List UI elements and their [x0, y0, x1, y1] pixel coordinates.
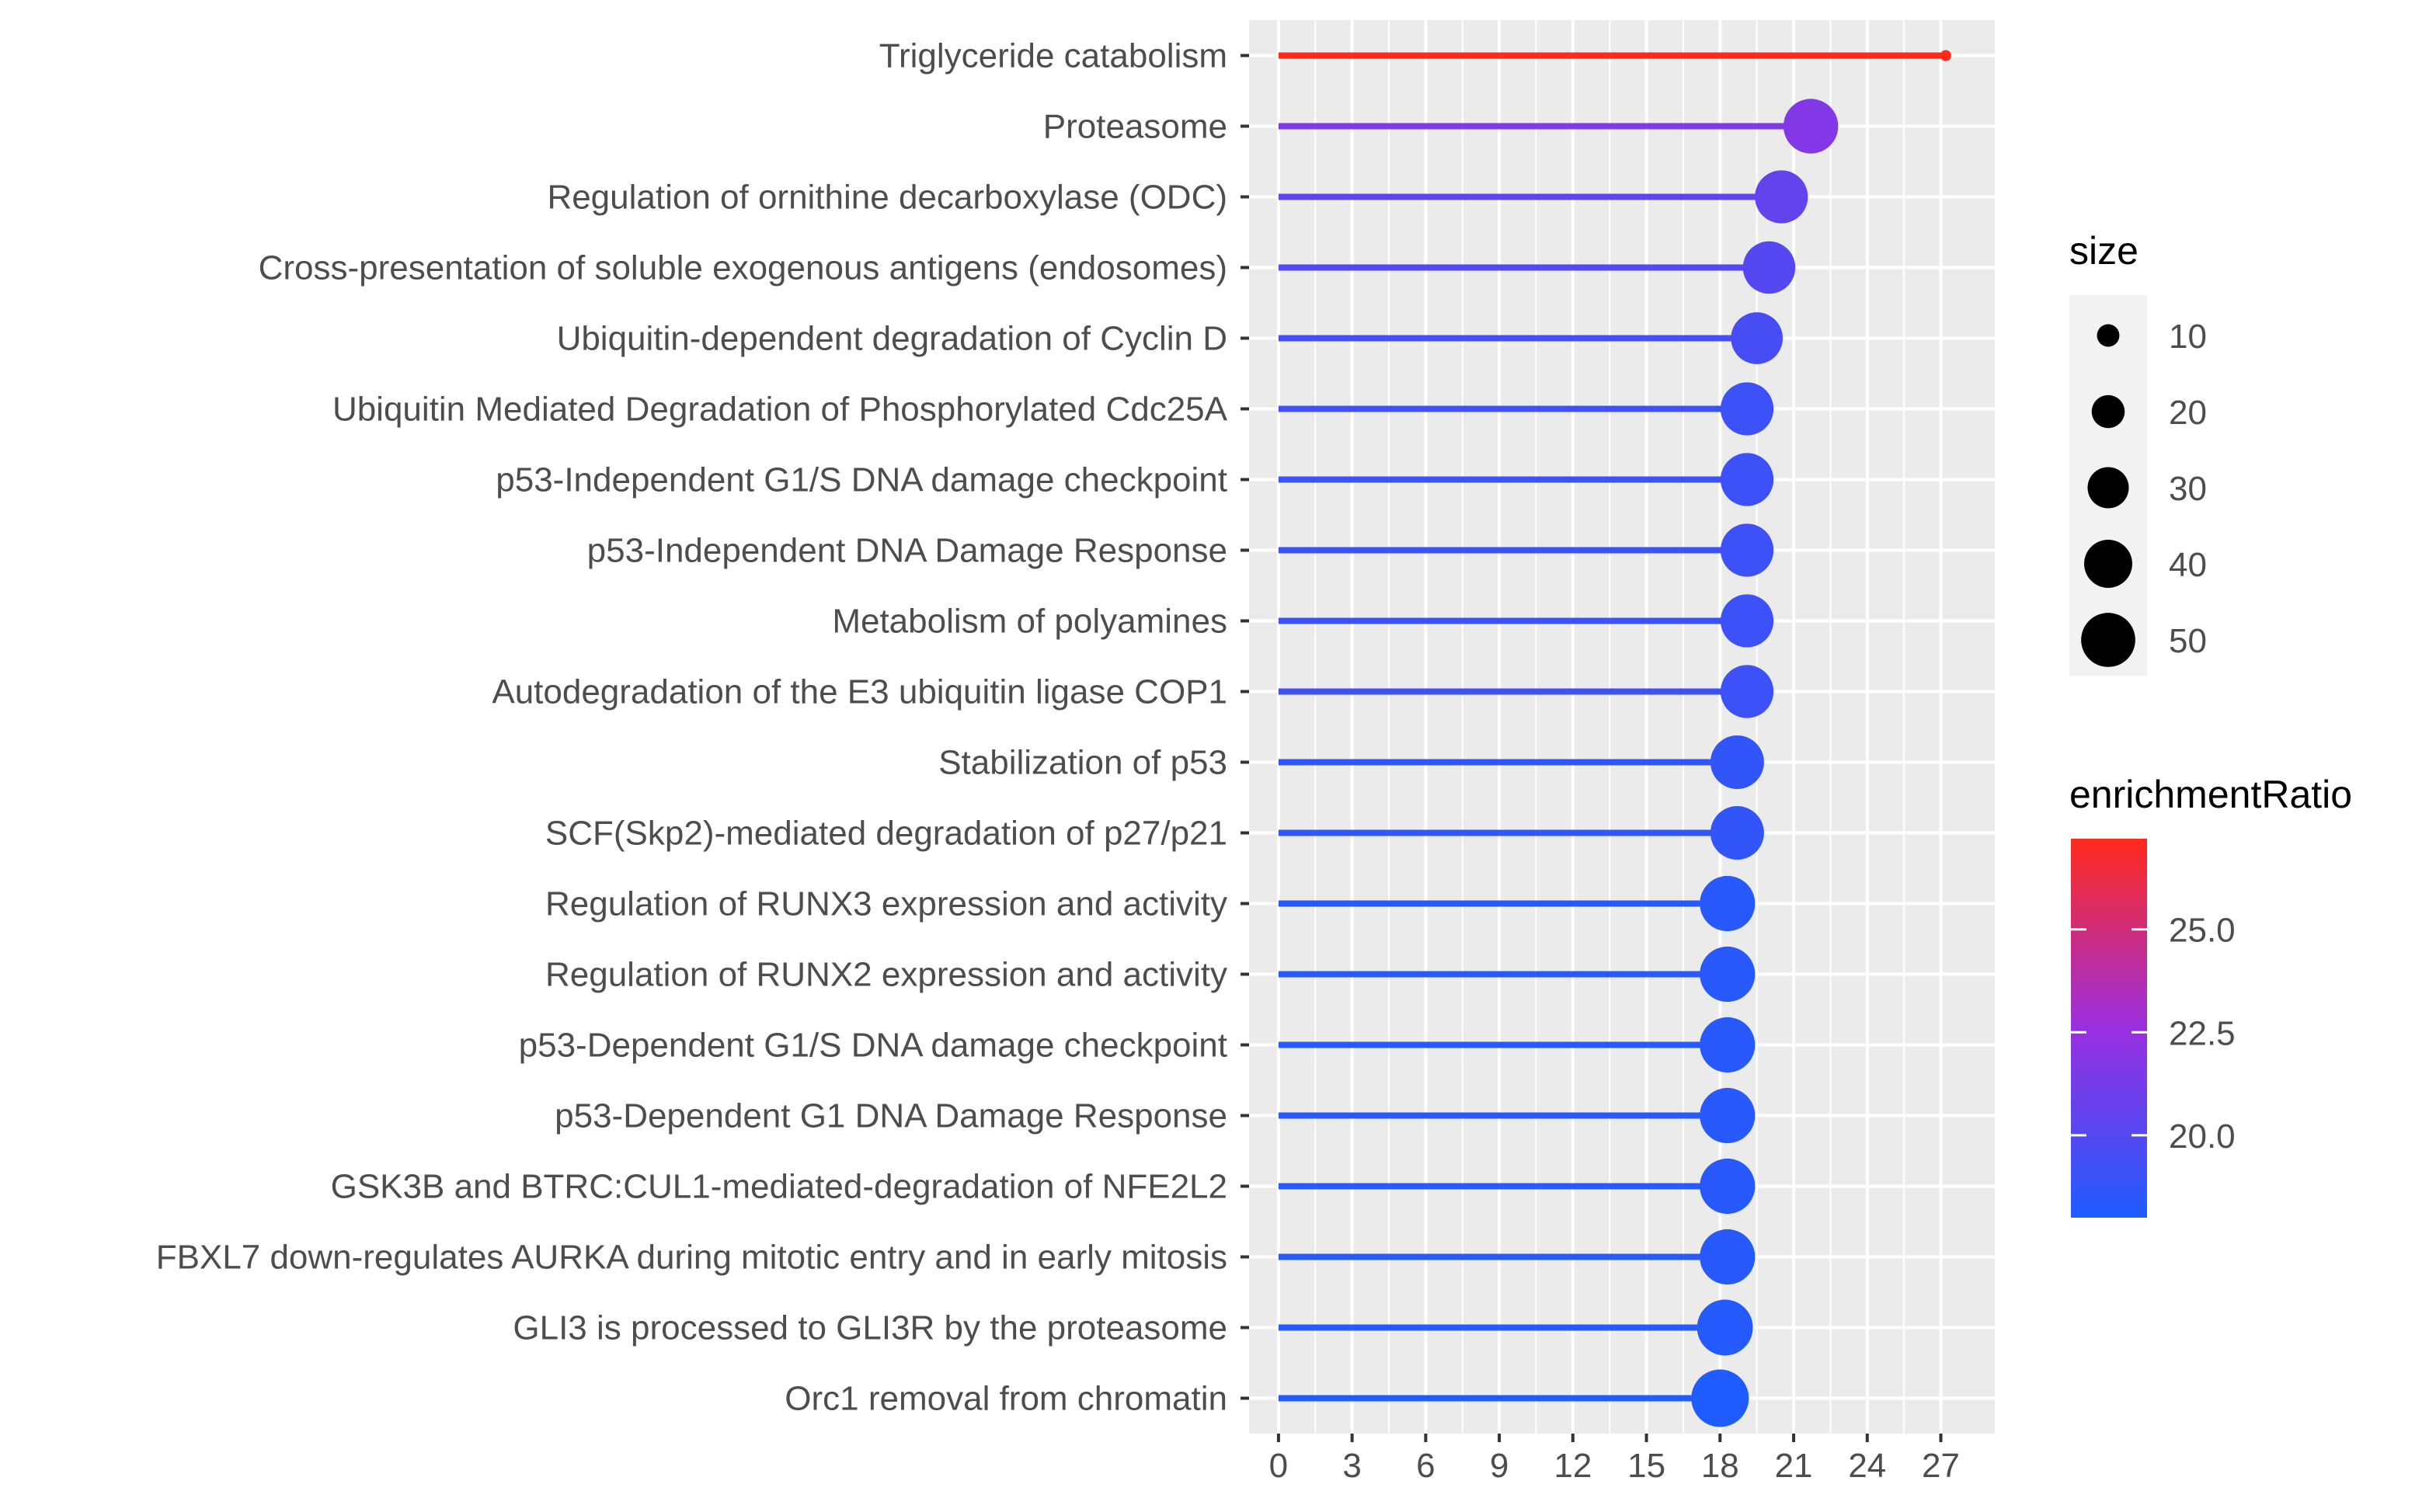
- x-tick-label: 6: [1416, 1447, 1435, 1485]
- x-tick-label: 15: [1627, 1447, 1665, 1485]
- color-legend-label: 25.0: [2169, 912, 2236, 950]
- size-legend-label: 40: [2169, 546, 2207, 584]
- size-legend-label: 10: [2169, 318, 2207, 356]
- y-tick-label: Proteasome: [1043, 108, 1227, 146]
- lollipop-point: [1700, 875, 1756, 932]
- lollipop-point: [1696, 1299, 1753, 1356]
- y-tick-label: p53-Dependent G1/S DNA damage checkpoint: [519, 1027, 1227, 1065]
- lollipop-point: [1720, 665, 1774, 718]
- y-tick-label: Regulation of RUNX2 expression and activ…: [545, 956, 1227, 994]
- size-legend-key: [2081, 613, 2135, 667]
- y-tick-label: Triglyceride catabolism: [879, 37, 1227, 75]
- size-legend: size 10 20 30 40 50: [2069, 229, 2207, 676]
- color-legend-label: 22.5: [2169, 1014, 2236, 1052]
- size-legend-label: 20: [2169, 394, 2207, 432]
- lollipop-point: [1691, 1369, 1749, 1427]
- size-legend-label: 30: [2169, 470, 2207, 508]
- y-tick-label: p53-Independent DNA Damage Response: [587, 532, 1227, 570]
- y-tick-label: Ubiquitin Mediated Degradation of Phosph…: [332, 391, 1228, 429]
- lollipop-point: [1700, 946, 1756, 1003]
- x-tick-label: 0: [1269, 1447, 1288, 1485]
- lollipop-point: [1710, 735, 1764, 789]
- size-legend-key: [2084, 540, 2132, 588]
- color-legend: enrichmentRatio 25.0 22.5 20.0: [2069, 773, 2352, 1218]
- y-tick-label: p53-Dependent G1 DNA Damage Response: [555, 1097, 1227, 1135]
- lollipop-point: [1755, 170, 1808, 224]
- plot-panel: [1249, 20, 1995, 1434]
- y-tick-label: SCF(Skp2)-mediated degradation of p27/p2…: [545, 815, 1227, 853]
- y-tick-label: Metabolism of polyamines: [832, 603, 1227, 641]
- x-tick-label: 24: [1848, 1447, 1886, 1485]
- x-tick-label: 27: [1922, 1447, 1960, 1485]
- y-axis: Triglyceride catabolism Proteasome Regulat…: [156, 37, 1249, 1418]
- y-tick-label: GSK3B and BTRC:CUL1-mediated-degradation…: [331, 1168, 1227, 1206]
- lollipop-point: [1731, 312, 1784, 364]
- x-tick-label: 18: [1701, 1447, 1739, 1485]
- y-tick-label: Stabilization of p53: [938, 744, 1227, 782]
- y-tick-label: FBXL7 down-regulates AURKA during mitoti…: [156, 1239, 1227, 1277]
- lollipop-point: [1700, 1087, 1756, 1144]
- color-bar: [2071, 839, 2147, 1218]
- y-tick-label: Ubiquitin-dependent degradation of Cycli…: [557, 320, 1227, 358]
- lollipop-point: [1710, 806, 1764, 860]
- size-legend-key: [2087, 467, 2129, 509]
- lollipop-stems: [1278, 52, 1946, 1402]
- color-legend-title: enrichmentRatio: [2069, 773, 2352, 816]
- size-legend-label: 50: [2169, 622, 2207, 660]
- lollipop-point: [1700, 1229, 1756, 1285]
- size-legend-key: [2091, 395, 2125, 429]
- lollipop-point: [1720, 453, 1774, 506]
- color-legend-label: 20.0: [2169, 1117, 2236, 1156]
- x-axis: 0 3 6 9 12 15 18 21 24 27: [1269, 1434, 1960, 1485]
- lollipop-point: [1720, 523, 1774, 577]
- x-tick-label: 3: [1342, 1447, 1361, 1485]
- lollipop-points: [1691, 50, 1951, 1427]
- y-tick-label: p53-Independent G1/S DNA damage checkpoi…: [496, 461, 1227, 499]
- y-tick-label: Regulation of RUNX3 expression and activ…: [545, 885, 1227, 923]
- lollipop-point: [1700, 1017, 1756, 1073]
- lollipop-point: [1783, 99, 1839, 154]
- size-legend-key: [2097, 324, 2120, 347]
- y-tick-label: Autodegradation of the E3 ubiquitin liga…: [492, 673, 1227, 711]
- size-legend-title: size: [2069, 229, 2138, 273]
- lollipop-point: [1940, 50, 1951, 61]
- y-tick-label: Cross-presentation of soluble exogenous …: [259, 249, 1227, 287]
- x-tick-label: 21: [1775, 1447, 1813, 1485]
- y-tick-label: Orc1 removal from chromatin: [785, 1380, 1227, 1418]
- lollipop-point: [1720, 382, 1774, 436]
- y-tick-label: GLI3 is processed to GLI3R by the protea…: [513, 1309, 1227, 1347]
- lollipop-point: [1742, 241, 1796, 294]
- x-tick-label: 12: [1554, 1447, 1592, 1485]
- x-tick-label: 9: [1490, 1447, 1509, 1485]
- y-tick-label: Regulation of ornithine decarboxylase (O…: [547, 179, 1227, 217]
- lollipop-point: [1700, 1158, 1756, 1215]
- lollipop-point: [1720, 594, 1774, 648]
